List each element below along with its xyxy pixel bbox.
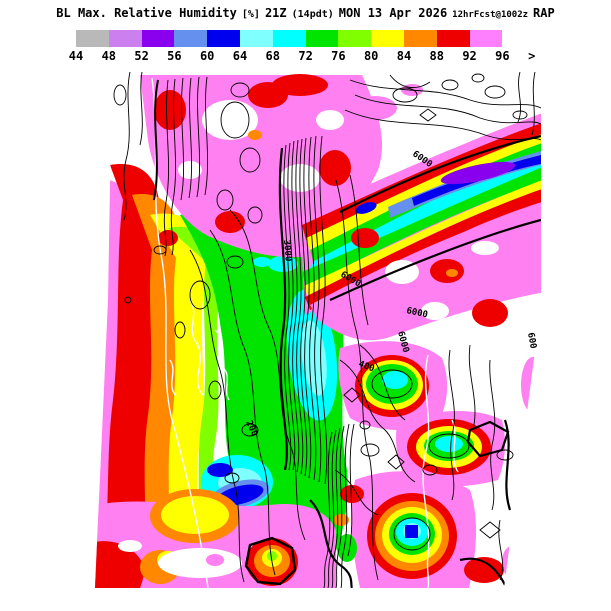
legend-tick-label: 96 bbox=[495, 49, 510, 63]
fill-layer bbox=[95, 74, 541, 588]
page-title: BL Max. Relative Humidity [%] 21Z (14pdt… bbox=[0, 6, 611, 20]
legend-swatch bbox=[338, 30, 372, 47]
colorbar-ticks: 44 48 52 56 60 64 68 72 76 80 84 88 92 9… bbox=[60, 49, 545, 63]
legend-tick-label: 68 bbox=[265, 49, 280, 63]
legend-swatch bbox=[141, 30, 175, 47]
legend-tick-label: 84 bbox=[396, 49, 412, 63]
contour-label: 3000 bbox=[281, 239, 293, 261]
legend-tick-label: 92 bbox=[462, 49, 477, 63]
title-local-time: (14pdt) bbox=[291, 9, 334, 20]
legend-swatch bbox=[108, 30, 142, 47]
legend-overflow-label: > bbox=[528, 49, 536, 63]
title-model: RAP bbox=[533, 6, 555, 20]
colorbar bbox=[76, 30, 503, 47]
legend-swatch bbox=[272, 30, 306, 47]
legend-swatch bbox=[371, 30, 404, 47]
legend-swatch bbox=[436, 30, 470, 47]
contour-label: 6000 bbox=[405, 306, 428, 320]
legend-swatch bbox=[207, 30, 240, 47]
title-units: [%] bbox=[241, 9, 260, 20]
legend-swatch bbox=[403, 30, 437, 47]
legend-tick-label: 44 bbox=[68, 49, 84, 63]
legend-tick-label: 56 bbox=[167, 49, 182, 63]
title-valid-hour: 21Z bbox=[264, 6, 287, 20]
legend-swatch bbox=[305, 30, 339, 47]
contour-label: 600 bbox=[525, 332, 538, 350]
legend-swatch bbox=[76, 30, 109, 47]
legend-tick-label: 48 bbox=[101, 49, 117, 63]
legend-tick-label: 52 bbox=[134, 49, 149, 63]
border-layer bbox=[151, 77, 459, 588]
legend-tick-label: 72 bbox=[298, 49, 313, 63]
legend-swatch bbox=[469, 30, 503, 47]
title-valid-date: MON 13 Apr 2026 bbox=[338, 6, 448, 20]
legend-tick-label: 76 bbox=[331, 49, 346, 63]
legend-swatch bbox=[174, 30, 208, 47]
title-forecast-init: 12hrFcst@1002z bbox=[452, 10, 529, 20]
legend-tick-label: 60 bbox=[199, 49, 215, 63]
contour-layer bbox=[113, 71, 541, 588]
legend-tick-label: 88 bbox=[429, 49, 444, 63]
legend-tick-label: 64 bbox=[232, 49, 248, 63]
legend-swatch bbox=[239, 30, 273, 47]
legend-tick-label: 80 bbox=[363, 49, 379, 63]
title-product: BL Max. Relative Humidity bbox=[56, 6, 237, 20]
